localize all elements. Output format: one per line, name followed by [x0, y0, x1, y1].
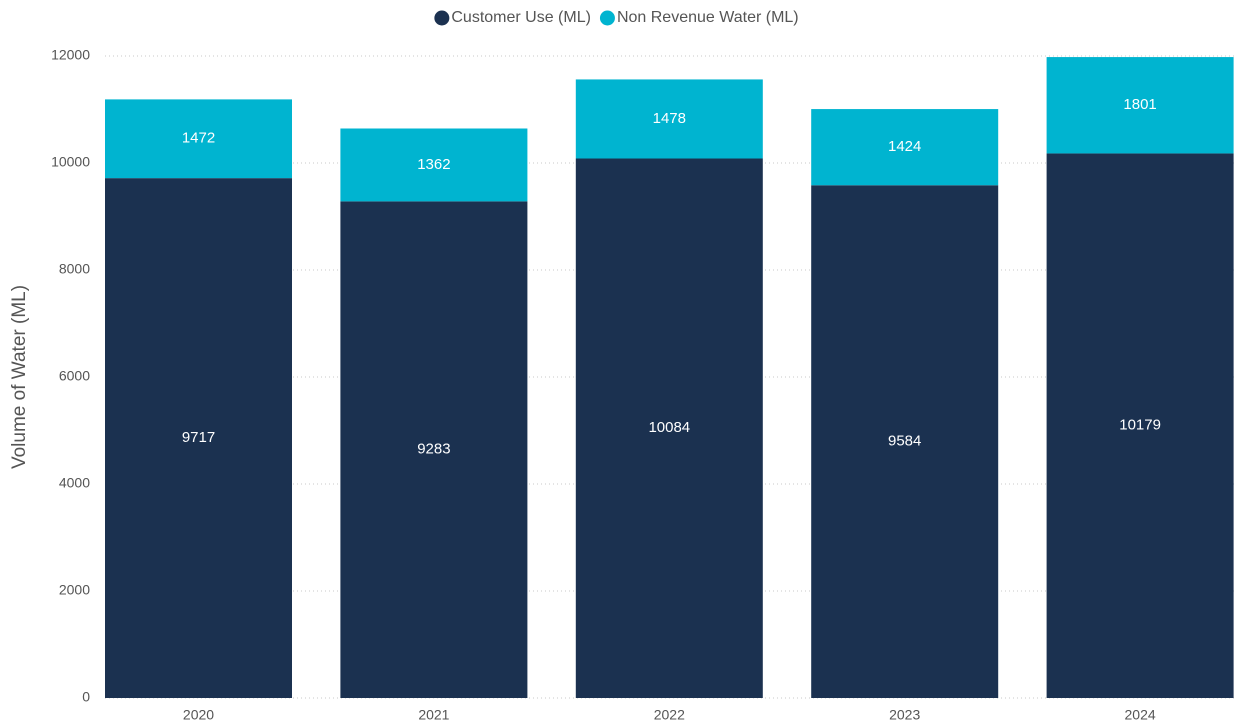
bar-segment — [105, 178, 292, 698]
y-tick-label: 12000 — [51, 47, 90, 63]
bar-segment — [105, 99, 292, 179]
x-tick-label: 2021 — [418, 707, 449, 723]
legend-label: Non Revenue Water (ML) — [617, 9, 799, 26]
data-label: 1362 — [417, 156, 450, 173]
bar-segment — [811, 185, 999, 699]
data-label: 10179 — [1119, 417, 1161, 434]
x-tick-label: 2023 — [889, 707, 920, 723]
legend-label: Customer Use (ML) — [451, 9, 591, 26]
data-label: 1478 — [653, 110, 686, 127]
y-tick-label: 8000 — [59, 261, 90, 277]
bar-segment — [575, 79, 763, 159]
data-label: 9717 — [182, 429, 215, 446]
bar-segment — [575, 158, 763, 699]
y-axis-title: Volume of Water (ML) — [9, 285, 30, 469]
bar-segment — [811, 109, 999, 186]
bar-segment — [1046, 153, 1234, 699]
y-tick-label: 0 — [82, 689, 90, 705]
data-label: 1472 — [182, 130, 215, 147]
x-tick-label: 2020 — [183, 707, 214, 723]
y-tick-label: 2000 — [59, 582, 90, 598]
data-label: 9283 — [417, 441, 450, 458]
x-tick-label: 2024 — [1125, 707, 1156, 723]
y-tick-label: 10000 — [51, 154, 90, 170]
legend-marker — [599, 10, 615, 26]
bar-segment — [340, 128, 528, 202]
data-label: 10084 — [648, 419, 690, 436]
data-label: 1424 — [888, 138, 921, 155]
y-tick-label: 6000 — [59, 368, 90, 384]
y-tick-label: 4000 — [59, 475, 90, 491]
bar-segment — [1046, 57, 1234, 154]
x-tick-label: 2022 — [654, 707, 685, 723]
data-label: 1801 — [1123, 96, 1156, 113]
legend-marker — [434, 10, 450, 26]
bar-segment — [340, 201, 528, 698]
data-label: 9584 — [888, 433, 921, 450]
legend: Customer Use (ML) Non Revenue Water (ML) — [434, 9, 799, 26]
